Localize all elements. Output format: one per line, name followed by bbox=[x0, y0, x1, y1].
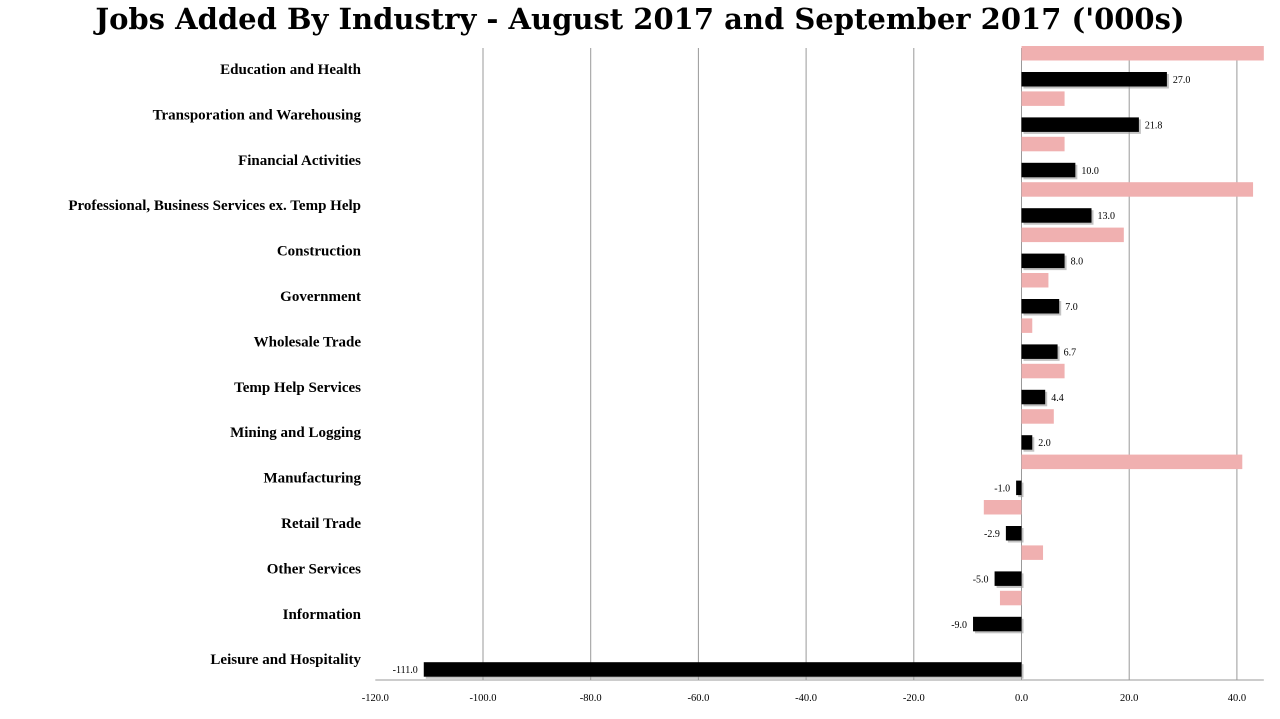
category-label: Other Services bbox=[267, 561, 361, 577]
bar-series-2 bbox=[1021, 435, 1033, 450]
data-label: 6.7 bbox=[1064, 347, 1077, 358]
data-label: 21.8 bbox=[1145, 120, 1163, 131]
category-label: Professional, Business Services ex. Temp… bbox=[68, 198, 361, 214]
bar-series-1 bbox=[1021, 91, 1065, 106]
bar-series-2 bbox=[973, 616, 1022, 632]
data-label: 4.4 bbox=[1051, 393, 1064, 404]
category-label: Manufacturing bbox=[264, 471, 362, 487]
bar-series-2 bbox=[994, 571, 1022, 586]
category-label: Mining and Logging bbox=[230, 425, 361, 441]
bar-series-2 bbox=[1021, 208, 1092, 223]
data-label: 7.0 bbox=[1065, 302, 1078, 313]
bar-series-1 bbox=[1021, 363, 1065, 379]
bar-series-1 bbox=[1021, 454, 1243, 470]
bar-series-1 bbox=[983, 500, 1022, 515]
data-label: -5.0 bbox=[973, 574, 989, 585]
bar-series-2 bbox=[1021, 117, 1139, 132]
category-label: Information bbox=[283, 607, 362, 623]
data-label: 2.0 bbox=[1038, 438, 1051, 449]
data-label: 10.0 bbox=[1081, 166, 1099, 177]
bar-series-2 bbox=[1021, 299, 1060, 314]
bar-series-1 bbox=[1021, 46, 1264, 61]
bar-series-1 bbox=[999, 590, 1022, 606]
x-tick-label: -20.0 bbox=[903, 693, 925, 704]
x-tick-label: -80.0 bbox=[580, 693, 602, 704]
category-label: Education and Health bbox=[220, 62, 362, 78]
x-tick-label: -40.0 bbox=[795, 693, 817, 704]
data-label: -9.0 bbox=[951, 620, 967, 631]
data-label: -1.0 bbox=[994, 484, 1010, 495]
data-label: 27.0 bbox=[1173, 75, 1191, 86]
bar-series-1 bbox=[1021, 182, 1254, 197]
bar-series-1 bbox=[1021, 273, 1049, 288]
x-tick-label: -100.0 bbox=[469, 693, 496, 704]
chart-title: Jobs Added By Industry - August 2017 and… bbox=[95, 2, 1185, 36]
bar-series-1 bbox=[1021, 136, 1065, 152]
x-tick-label: -60.0 bbox=[687, 693, 709, 704]
bar-series-2 bbox=[1021, 72, 1167, 87]
bar-series-2 bbox=[1021, 253, 1065, 269]
category-label: Government bbox=[280, 289, 361, 305]
data-label: -111.0 bbox=[393, 665, 418, 676]
bar-series-1 bbox=[1021, 545, 1044, 560]
category-label: Retail Trade bbox=[281, 516, 361, 532]
category-label: Financial Activities bbox=[238, 153, 361, 169]
bar-series-1 bbox=[1021, 227, 1124, 243]
x-tick-label: 20.0 bbox=[1120, 693, 1138, 704]
data-label: 8.0 bbox=[1071, 257, 1084, 268]
category-label: Construction bbox=[277, 244, 362, 260]
bar-series-1 bbox=[1021, 318, 1033, 333]
data-label: -2.9 bbox=[984, 529, 1000, 540]
bar-series-2 bbox=[1021, 344, 1058, 359]
bar-series-1 bbox=[1021, 409, 1054, 424]
bar-series-2 bbox=[423, 662, 1022, 677]
bar-series-2 bbox=[1021, 389, 1046, 405]
category-label: Temp Help Services bbox=[234, 380, 361, 396]
x-tick-label: 0.0 bbox=[1015, 693, 1028, 704]
bar-series-2 bbox=[1021, 162, 1076, 178]
bar-series-2 bbox=[1016, 480, 1022, 496]
category-label: Leisure and Hospitality bbox=[210, 652, 361, 668]
bar-series-2 bbox=[1005, 526, 1022, 541]
x-tick-label: -120.0 bbox=[362, 693, 389, 704]
category-label: Wholesale Trade bbox=[254, 334, 362, 350]
data-label: 13.0 bbox=[1098, 211, 1116, 222]
category-label: Transporation and Warehousing bbox=[153, 107, 362, 123]
x-tick-label: 40.0 bbox=[1228, 693, 1246, 704]
